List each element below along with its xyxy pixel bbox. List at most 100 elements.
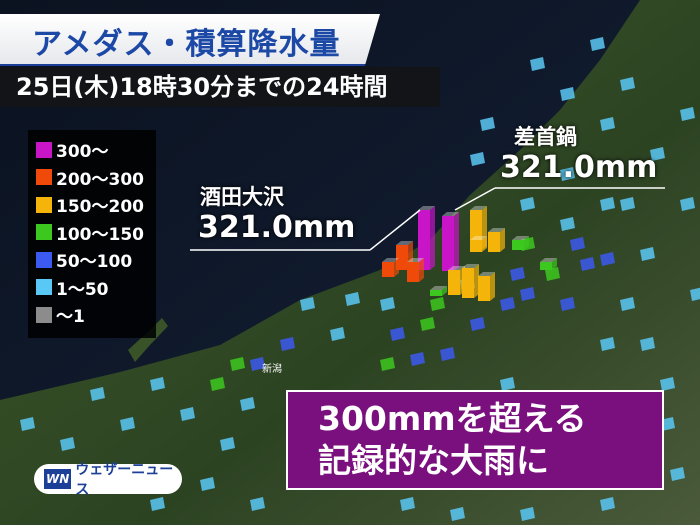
- station-marker: [380, 297, 395, 311]
- legend-swatch: [36, 224, 52, 241]
- station-marker: [430, 297, 445, 311]
- station-marker: [650, 147, 665, 161]
- station-marker: [520, 507, 535, 521]
- station-value-sakata-osawa: 321.0mm: [198, 210, 356, 245]
- rain-bar: [478, 272, 495, 301]
- legend-swatch: [36, 196, 52, 213]
- legend-item: 300〜: [36, 136, 156, 164]
- period-subtitle: 25日(木)18時30分までの24時間: [0, 67, 440, 107]
- station-marker: [640, 337, 655, 351]
- legend-item: 100〜150: [36, 219, 156, 247]
- legend-label: 200〜300: [56, 169, 144, 190]
- leader-line-sakata-diag: [369, 209, 421, 251]
- rain-bar: [540, 258, 557, 270]
- station-marker: [620, 297, 635, 311]
- station-marker: [390, 327, 405, 341]
- station-marker: [680, 107, 695, 121]
- station-marker: [680, 197, 695, 211]
- station-marker: [580, 257, 595, 271]
- station-marker: [410, 352, 425, 366]
- legend-swatch: [36, 169, 52, 186]
- station-marker: [345, 292, 360, 306]
- station-marker: [450, 507, 465, 521]
- station-marker: [640, 247, 655, 261]
- station-marker: [330, 327, 345, 341]
- station-marker: [560, 297, 575, 311]
- rain-bar: [407, 258, 424, 282]
- station-marker: [470, 317, 485, 331]
- legend-label: 300〜: [56, 142, 109, 163]
- station-marker: [660, 377, 675, 391]
- station-marker: [200, 477, 215, 491]
- wn-logo-mark: WN: [44, 469, 72, 489]
- legend-item: 1〜50: [36, 274, 156, 302]
- station-marker: [600, 497, 615, 511]
- station-marker: [560, 167, 575, 181]
- rain-bar: [382, 258, 399, 277]
- station-marker: [240, 397, 255, 411]
- station-marker: [590, 37, 605, 51]
- rain-bar: [462, 264, 479, 298]
- legend-label: 150〜200: [56, 197, 144, 218]
- station-marker: [670, 467, 685, 481]
- headline-line-2: 記録的な大雨に: [318, 441, 549, 480]
- station-marker: [470, 152, 485, 166]
- station-marker: [600, 252, 615, 266]
- station-marker: [220, 437, 235, 451]
- station-marker: [520, 287, 535, 301]
- station-value-sashikubinabe: 321.0mm: [500, 150, 658, 185]
- station-marker: [545, 267, 560, 281]
- station-marker: [180, 407, 195, 421]
- station-marker: [620, 77, 635, 91]
- headline-line-1: 300mmを超える: [318, 399, 587, 438]
- leader-line-sashikubinabe-diag: [454, 187, 496, 211]
- legend-item: 〜1: [36, 301, 156, 329]
- legend-swatch: [36, 251, 52, 268]
- title-banner: アメダス・積算降水量: [0, 14, 380, 66]
- rain-bar: [512, 236, 529, 250]
- map-label-niigata: 新潟: [262, 362, 282, 375]
- station-marker: [250, 497, 265, 511]
- station-marker: [420, 317, 435, 331]
- rain-bar: [418, 206, 435, 270]
- station-marker: [250, 357, 265, 371]
- station-marker: [20, 417, 35, 431]
- station-markers: [20, 37, 700, 521]
- station-marker: [620, 197, 635, 211]
- station-marker: [600, 337, 615, 351]
- legend-label: 1〜50: [56, 279, 109, 300]
- station-marker: [280, 337, 295, 351]
- station-marker: [500, 297, 515, 311]
- legend-item: 200〜300: [36, 164, 156, 192]
- station-marker: [440, 347, 455, 361]
- station-marker: [60, 437, 75, 451]
- legend-swatch: [36, 141, 52, 158]
- station-marker: [500, 377, 515, 391]
- rain-bars: [382, 206, 557, 301]
- legend-swatch: [36, 306, 52, 323]
- legend-label: 50〜100: [56, 252, 133, 273]
- station-marker: [520, 197, 535, 211]
- station-marker: [530, 57, 545, 71]
- legend-item: 150〜200: [36, 191, 156, 219]
- legend-swatch: [36, 279, 52, 296]
- station-marker: [150, 497, 165, 511]
- station-marker: [600, 197, 615, 211]
- station-marker: [690, 287, 700, 301]
- station-marker: [380, 357, 395, 371]
- station-marker: [480, 117, 495, 131]
- station-marker: [400, 497, 415, 511]
- rain-bar: [442, 212, 459, 271]
- legend-item: 50〜100: [36, 246, 156, 274]
- rain-bar: [488, 228, 505, 252]
- station-marker: [560, 87, 575, 101]
- headline-message: 300mmを超える 記録的な大雨に: [286, 390, 664, 490]
- legend-label: 100〜150: [56, 224, 144, 245]
- station-marker: [120, 417, 135, 431]
- rain-bar: [470, 236, 487, 252]
- station-name-sakata-osawa: 酒田大沢: [200, 185, 284, 209]
- station-marker: [570, 237, 585, 251]
- station-marker: [300, 297, 315, 311]
- weathernews-logo: WN ウェザーニュース: [34, 462, 182, 498]
- station-name-sashikubinabe: 差首鍋: [514, 125, 577, 149]
